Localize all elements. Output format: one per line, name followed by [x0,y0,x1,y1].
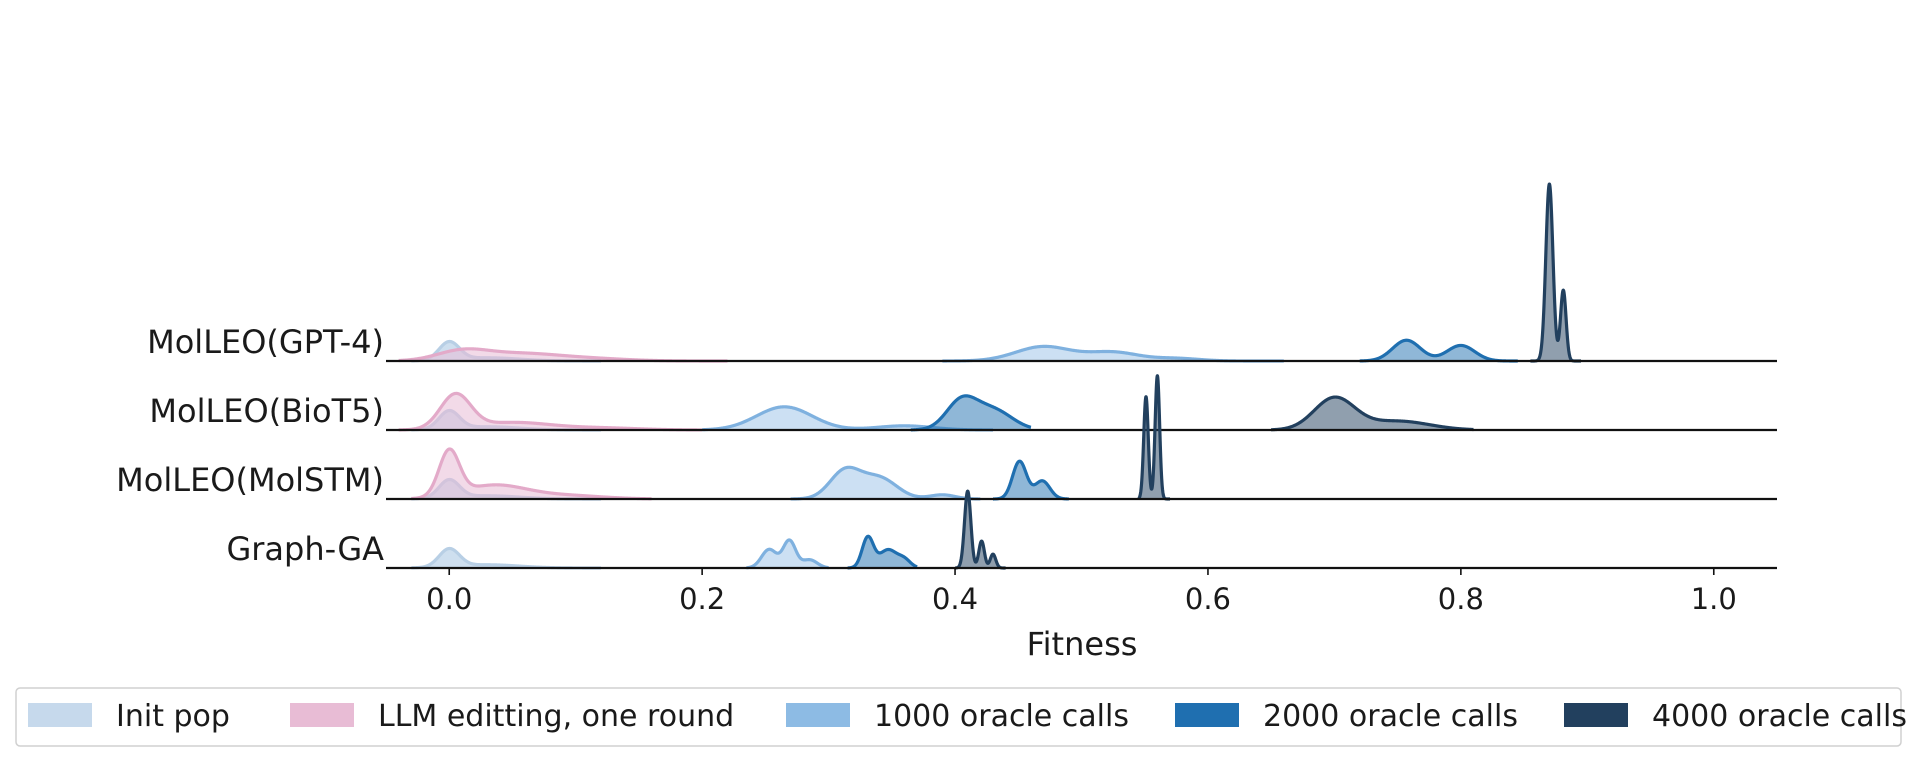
ridge-label-0: MolLEO(GPT-4) [147,323,384,361]
density-fill-1-3 [910,395,1031,430]
x-axis-title: Fitness [1027,625,1138,663]
density-line-2-4 [1136,374,1172,501]
ridge-1: MolLEO(BioT5) [149,391,1777,432]
density-line-1-3 [909,394,1033,432]
density-fill-3-3 [955,491,1006,568]
legend-label-2: 1000 oracle calls [874,699,1129,734]
density-line-0-4 [1528,182,1583,363]
x-axis: 0.0 0.2 0.4 0.6 0.8 1.0 [426,568,1737,616]
x-tick-label-0: 0.0 [426,582,472,616]
legend-swatch-2 [786,703,850,727]
legend-label-1: LLM editting, one round [378,699,734,734]
density-fill-0-3 [1359,340,1518,361]
ridge-3: Graph-GA [226,489,1777,570]
legend-swatch-4 [1564,703,1628,727]
density-line-2-1 [410,447,653,501]
density-line-2-2 [789,465,982,501]
density-fill-2-2 [790,467,981,499]
density-line-3-1 [744,538,831,570]
density-line-3-3 [953,489,1008,570]
density-fill-2-1 [411,448,652,499]
density-line-0-3 [1358,338,1520,363]
ridge-label-2: MolLEO(MolSTM) [116,461,384,499]
density-fill-3-0 [411,548,601,568]
x-tick-label-3: 0.6 [1185,582,1231,616]
legend-swatch-1 [290,703,354,727]
x-tick-label-2: 0.4 [932,582,978,616]
density-line-2-3 [991,459,1071,501]
legend-label-3: 2000 oracle calls [1263,699,1518,734]
legend-swatch-0 [28,703,92,727]
ridge-label-3: Graph-GA [226,530,384,568]
ridge-0: MolLEO(GPT-4) [147,182,1777,363]
density-fill-0-1 [398,348,728,361]
legend: Init pop LLM editting, one round 1000 orac… [15,687,1907,747]
ridge-label-1: MolLEO(BioT5) [149,392,384,430]
density-fill-1-4 [1271,397,1474,430]
legend-frame [15,687,1902,747]
ridge-2: MolLEO(MolSTM) [116,374,1777,501]
density-fill-1-1 [398,393,703,430]
x-tick-label-4: 0.8 [1438,582,1484,616]
density-line-1-4 [1269,395,1475,432]
x-tick-label-5: 1.0 [1691,582,1737,616]
legend-label-0: Init pop [116,699,230,734]
density-line-3-2 [846,534,919,570]
legend-label-4: 4000 oracle calls [1652,699,1907,734]
density-fill-1-2 [702,406,993,430]
x-tick-label-1: 0.2 [679,582,725,616]
legend-swatch-3 [1175,703,1239,727]
ridges-layer: MolLEO(GPT-4) MolLEO(BioT5) MolLEO(MolSTM)… [116,182,1777,570]
